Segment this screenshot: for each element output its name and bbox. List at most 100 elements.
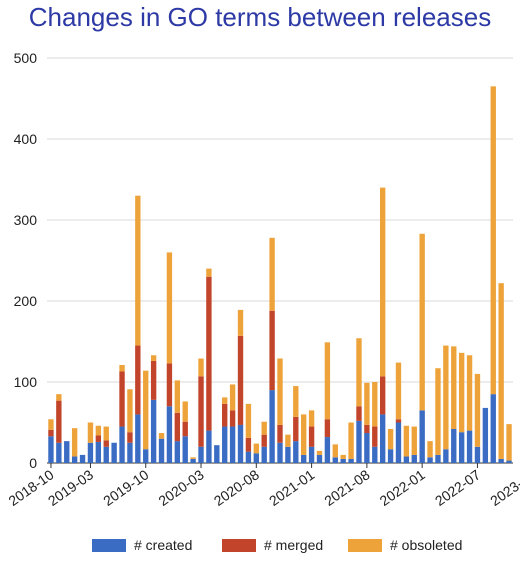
bar-segment-merged	[364, 424, 370, 434]
bar-segment-created	[87, 442, 94, 463]
bar-segment-obsoleted	[490, 86, 496, 395]
bar-segment-created	[245, 451, 252, 463]
bar-segment-obsoleted	[364, 382, 370, 425]
bar-segment-obsoleted	[135, 195, 141, 346]
y-tick-label: 400	[14, 131, 38, 147]
bar-segment-obsoleted	[301, 414, 307, 455]
bar-segment-created	[506, 460, 512, 463]
x-tick-label: 2020-03	[155, 466, 206, 509]
bar-segment-obsoleted	[356, 338, 362, 407]
bar-segment-merged	[379, 376, 386, 415]
bar-segment-created	[206, 430, 212, 463]
x-tick-label: 2023-01	[487, 466, 520, 509]
bar-segment-merged	[277, 424, 283, 443]
bar-segment-created	[135, 414, 141, 463]
legend-item-obsoleted: # obsoleted	[348, 537, 462, 553]
bar-segment-merged	[198, 376, 204, 447]
bar-segment-merged	[48, 429, 54, 437]
bar-segment-merged	[119, 371, 125, 427]
bar-segment-merged	[356, 406, 362, 421]
bar-segment-obsoleted	[143, 370, 149, 450]
bar-segment-created	[458, 432, 465, 463]
bar-segment-obsoleted	[411, 426, 417, 455]
bar-segment-created	[372, 446, 378, 463]
x-tick-label: 2022-07	[432, 466, 483, 509]
bar-segment-merged	[269, 310, 275, 391]
bar-segment-created	[150, 399, 157, 463]
bar-segment-obsoleted	[103, 426, 109, 441]
bar-segment-created	[364, 433, 370, 463]
bar-segment-created	[103, 446, 109, 463]
bar-segment-obsoleted	[340, 454, 346, 459]
x-tick-label: 2020-08	[211, 466, 262, 509]
bar-segment-created	[261, 446, 267, 463]
bar-segment-merged	[127, 432, 133, 443]
bar-segment-created	[253, 453, 259, 463]
bar-segment-merged	[150, 360, 157, 400]
bar-segment-created	[119, 426, 125, 463]
bar-segment-obsoleted	[237, 309, 244, 336]
bar-segment-obsoleted	[158, 433, 165, 439]
bar-segment-obsoleted	[379, 187, 386, 377]
bar-segment-created	[395, 422, 402, 463]
bar-segment-merged	[293, 416, 299, 442]
bar-segment-obsoleted	[245, 403, 252, 438]
x-tick-label: 2021-08	[321, 466, 372, 509]
bar-segment-created	[64, 441, 70, 463]
legend-swatch-obsoleted	[348, 538, 382, 552]
bar-segment-obsoleted	[372, 382, 378, 427]
legend: # created # merged # obsoleted	[0, 537, 520, 561]
bar-segment-created	[182, 436, 188, 463]
x-tick-label: 2019-03	[45, 466, 96, 509]
bar-segment-obsoleted	[182, 401, 188, 422]
bar-segment-obsoleted	[229, 384, 236, 411]
bar-segment-obsoleted	[150, 355, 157, 361]
bar-segment-obsoleted	[71, 428, 78, 457]
bar-segment-created	[482, 407, 489, 463]
y-tick-label: 100	[14, 374, 38, 390]
bar-segment-merged	[174, 412, 181, 442]
bar-segment-obsoleted	[348, 422, 354, 459]
legend-label-created: # created	[134, 537, 193, 553]
bar-segment-created	[229, 426, 236, 463]
chart-title: Changes in GO terms between releases	[28, 2, 492, 32]
bar-segment-created	[316, 454, 323, 463]
bar-segment-created	[403, 456, 410, 463]
bar-segment-created	[308, 446, 315, 463]
legend-swatch-created	[92, 538, 126, 552]
bar-segment-obsoleted	[166, 252, 173, 364]
bar-segment-created	[56, 442, 62, 463]
bar-segment-created	[158, 438, 165, 463]
bar-segment-created	[379, 414, 386, 463]
bar-segment-obsoleted	[498, 283, 504, 459]
bar-segment-obsoleted	[48, 419, 54, 430]
bar-segment-obsoleted	[190, 457, 196, 459]
bar-segment-created	[293, 441, 299, 463]
bar-segment-created	[214, 445, 220, 463]
x-tick-label: 2021-01	[266, 466, 317, 509]
bar-segment-obsoleted	[458, 352, 465, 433]
bar-segment-created	[111, 442, 117, 463]
bar-segment-obsoleted	[435, 368, 441, 455]
bar-segment-merged	[206, 276, 212, 431]
bar-segment-obsoleted	[324, 342, 331, 420]
bar-segment-obsoleted	[253, 443, 259, 454]
bar-segment-created	[474, 446, 481, 463]
bar-segment-created	[127, 442, 133, 463]
bar-segment-obsoleted	[277, 358, 283, 425]
bar-segment-obsoleted	[269, 237, 275, 311]
bar-segment-merged	[56, 400, 62, 443]
y-tick-label: 500	[14, 50, 38, 66]
bar-segment-created	[95, 441, 102, 463]
x-tick-label: 2019-10	[100, 466, 151, 509]
bar-segment-created	[301, 454, 307, 463]
y-tick-label: 0	[29, 455, 37, 471]
bar-segment-created	[443, 449, 449, 463]
bar-segment-created	[190, 458, 196, 463]
bar-segment-created	[143, 449, 149, 463]
bar-segment-merged	[237, 335, 244, 425]
bar-segment-obsoleted	[87, 422, 94, 443]
bar-segment-created	[411, 454, 417, 463]
bar-segment-created	[79, 454, 86, 463]
